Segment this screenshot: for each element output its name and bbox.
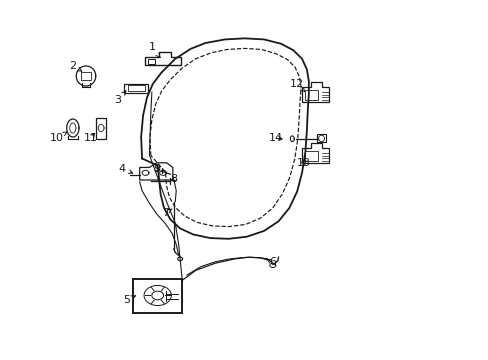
Text: 5: 5 <box>123 295 135 305</box>
Text: 1: 1 <box>148 42 160 57</box>
Text: 8: 8 <box>170 174 177 184</box>
Text: 11: 11 <box>84 133 98 143</box>
Text: 13: 13 <box>296 158 310 168</box>
Bar <box>133 279 182 314</box>
Text: 6: 6 <box>266 257 276 267</box>
Text: 9: 9 <box>153 164 160 174</box>
Text: 14: 14 <box>268 133 283 143</box>
Text: 7: 7 <box>162 208 172 218</box>
Text: 10: 10 <box>50 132 67 143</box>
Text: 3: 3 <box>114 91 126 105</box>
Text: 2: 2 <box>69 61 81 71</box>
Text: 4: 4 <box>118 163 132 174</box>
Text: 12: 12 <box>289 79 305 92</box>
